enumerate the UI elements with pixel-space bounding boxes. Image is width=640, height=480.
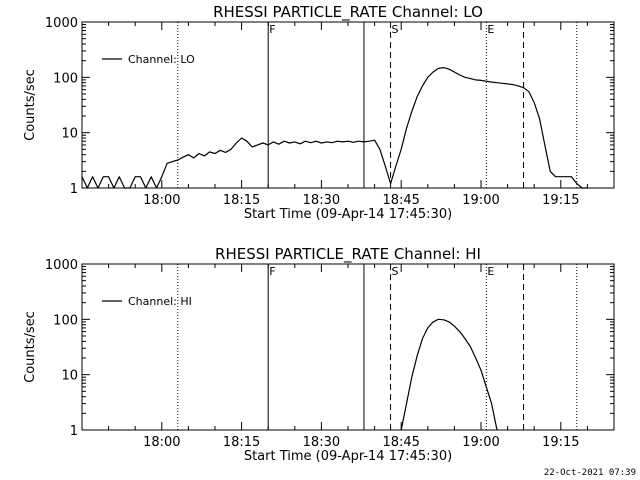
panel1-marker-label: S [392,23,399,36]
panel2-y-tick-label: 10 [61,369,78,384]
panel2-plot-frame [81,263,615,431]
panel2-y-axis-label: Counts/sec [23,311,38,383]
panel2-legend-label: Channel: HI [128,295,192,308]
panel1-x-tick-label: 18:00 [143,193,180,208]
panel2-x-axis-label: Start Time (09-Apr-14 17:45:30) [244,449,452,464]
panel1-x-tick-label: 18:45 [382,193,419,208]
panel2-x-tick-label: 18:30 [303,435,340,450]
panel2-x-tick-label: 18:15 [223,435,260,450]
panel1-x-tick-label: 18:15 [223,193,260,208]
panel2-y-tick-label: 100 [53,313,78,328]
panel2-y-tick-label: 1 [70,424,78,439]
panel1-x-tick-label: 19:00 [462,193,499,208]
panel1-x-axis-label: Start Time (09-Apr-14 17:45:30) [244,207,452,222]
panel2-y-tick-label: 1000 [45,258,78,273]
panel1-y-tick-label: 1 [70,182,78,197]
panel2-x-tick-label: 18:00 [143,435,180,450]
panel1-series-line [81,66,588,189]
panel1-marker-label: F [269,23,275,36]
panel1-x-tick-label: 19:15 [542,193,579,208]
panel1-marker-label: E [487,23,494,36]
panel1-y-tick-label: 10 [61,127,78,142]
panel2-title: RHESSI PARTICLE_RATE Channel: HI [215,245,481,264]
panel1-legend-label: Channel: LO [128,53,195,66]
panel1-y-tick-label: 1000 [45,16,78,31]
panel2-marker-label: E [487,265,494,278]
panel1-title: RHESSI PARTICLE_RATE Channel: LO [213,3,483,22]
panel1-y-tick-label: 100 [53,71,78,86]
panel2-marker-label: F [269,265,275,278]
panel2-series-line [400,318,498,431]
panel1-plot-frame [81,21,615,189]
footer-timestamp: 22-Oct-2021 07:39 [543,468,636,478]
panel2-x-tick-label: 18:45 [382,435,419,450]
panel1-y-axis-label: Counts/sec [23,69,38,141]
panel2-x-tick-label: 19:15 [542,435,579,450]
panel2-x-tick-label: 19:00 [462,435,499,450]
panel1-x-tick-label: 18:30 [303,193,340,208]
panel2-marker-label: S [392,265,399,278]
